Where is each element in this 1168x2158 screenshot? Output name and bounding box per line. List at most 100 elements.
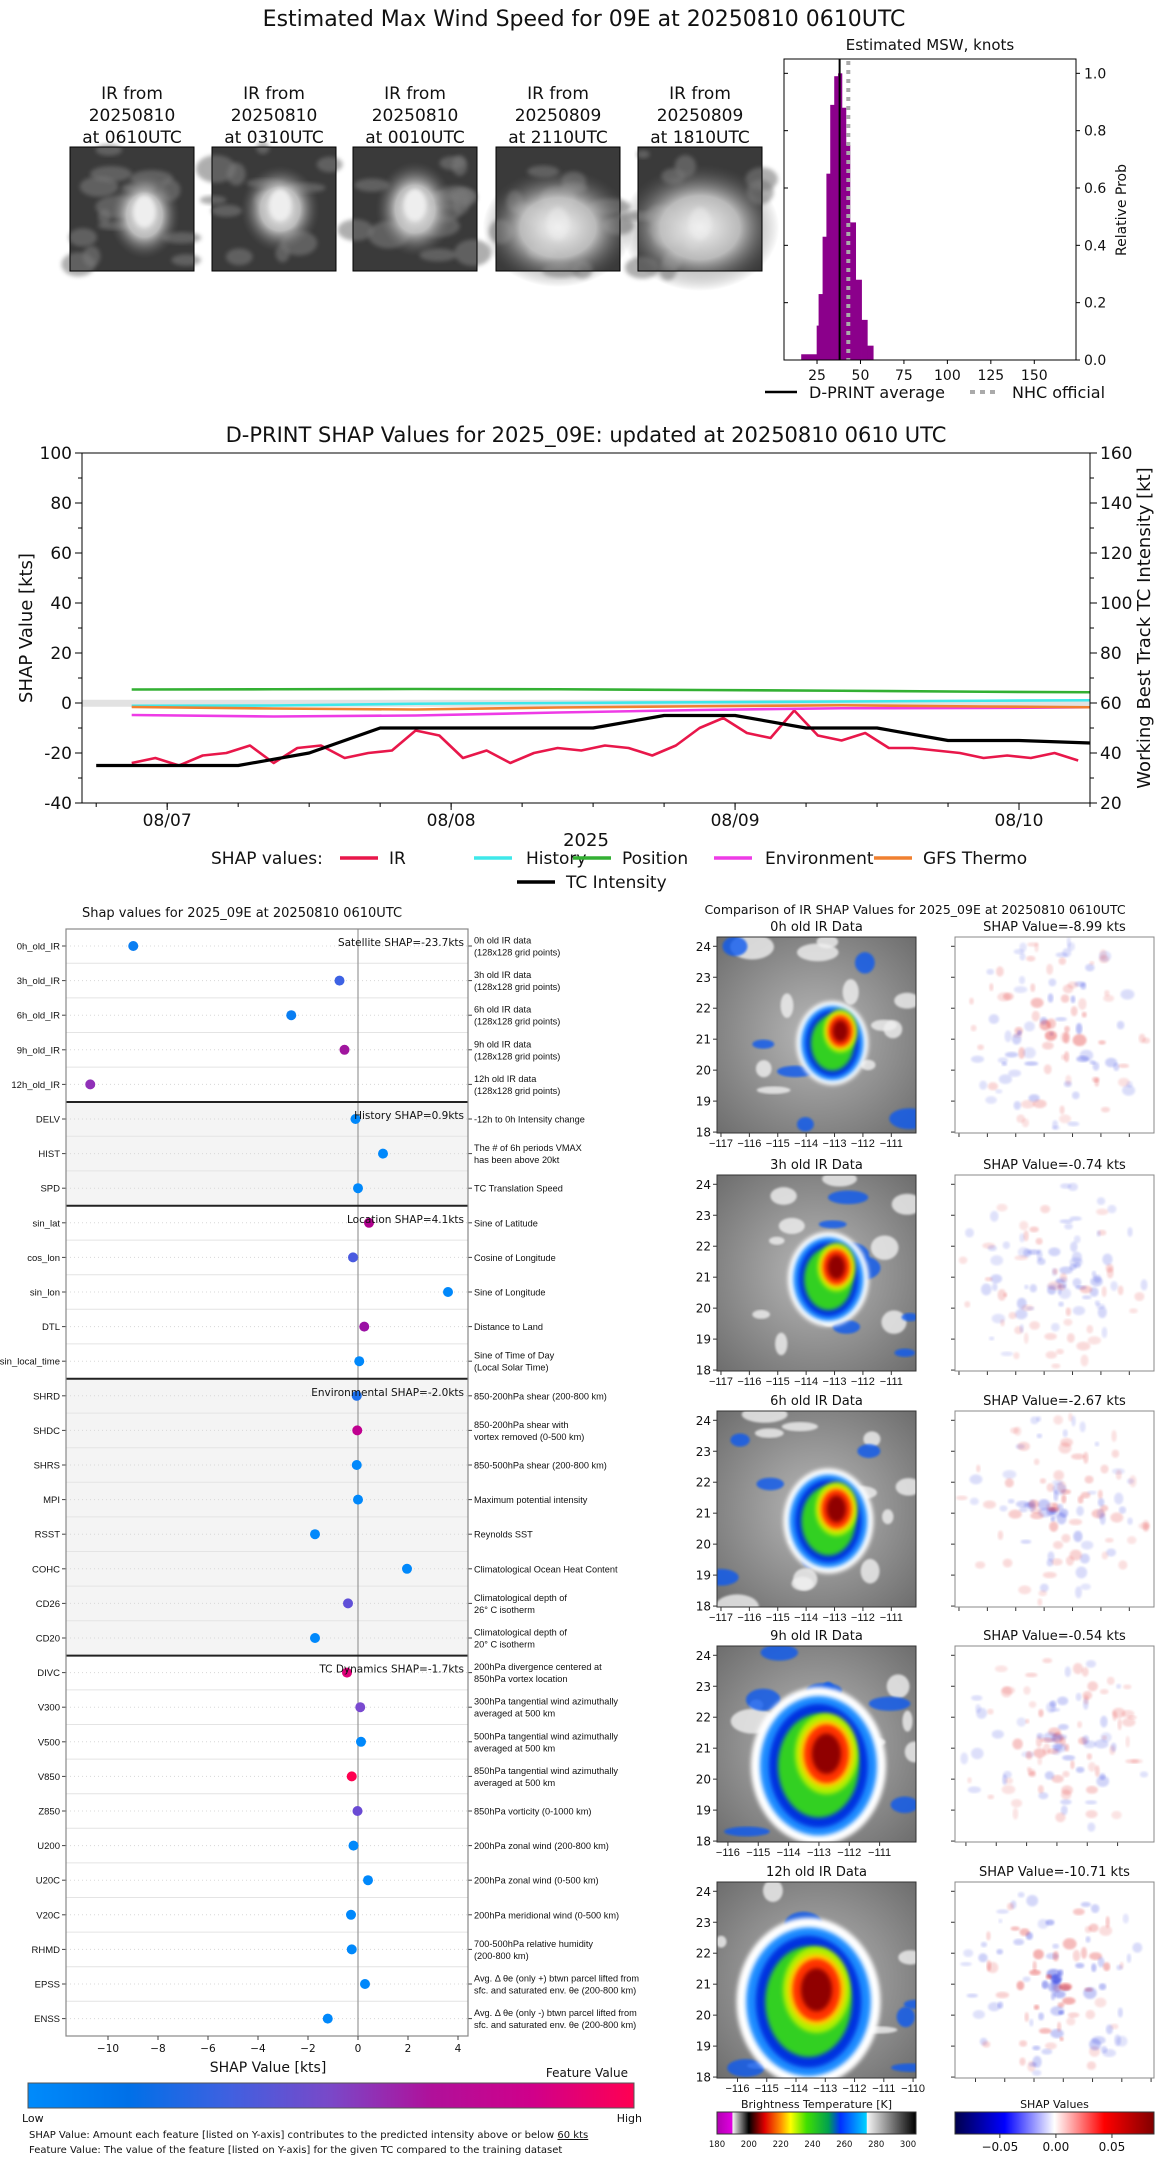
shap-blob [1053,1415,1063,1425]
shap-blob [1099,1688,1109,1695]
shap-blob [1061,1785,1073,1795]
y-tick-label: -40 [44,794,72,814]
bt-colorbar [716,2111,917,2135]
lon-tick-label: −116 [737,1138,761,1150]
shap-blob [1103,994,1115,1002]
cloud-fragment [895,1478,916,1496]
feature-description: 3h old IR data [474,970,532,980]
thumbnail-caption: IR from [669,84,731,104]
shap-blob [997,1289,1007,1301]
shap-blob [1038,2027,1052,2034]
shap-blob [1025,1751,1033,1760]
shap-blob [1004,1030,1012,1043]
thumbnail-caption: 20250810 [372,106,459,126]
shap-blob [1097,1497,1105,1507]
shap-timeseries: D-PRINT SHAP Values for 2025_09E: update… [16,423,1155,893]
shap-blob [1139,1771,1149,1778]
feature-label: DIVC [37,1668,60,1679]
shap-blob [1087,1336,1101,1345]
shap-blob [1043,1064,1052,1075]
feature-description: Reynolds SST [474,1530,533,1540]
cloud-fragment [796,1117,814,1132]
shap-blob [1116,1020,1125,1030]
feature-shap-dot [85,1079,96,1090]
feature-description: averaged at 500 km [474,1778,556,1788]
shap-blob [1104,1537,1114,1543]
shap-blob [1122,1085,1136,1096]
shap-blob [988,1014,1000,1024]
shap-blob [1030,1512,1044,1520]
ir-contour [832,1020,849,1042]
histogram-bar [834,76,839,360]
bt-colorbar-label: Brightness Temperature [K] [741,2098,892,2111]
shap-blob [1099,1512,1106,1525]
shap-blob [1059,2036,1064,2042]
cloud-texture [195,155,236,183]
shap-blob [1037,1598,1043,1606]
lon-tick-label: −112 [851,1376,875,1388]
shap-blob [1086,1324,1094,1334]
shap-blob [1105,2024,1113,2035]
ir-image [717,1882,916,2078]
shap-blob [1102,1253,1113,1266]
shap-blob [1076,1341,1091,1351]
shap-blob [1066,937,1071,949]
shap-blob [1038,2012,1044,2021]
shap-blob [1081,1540,1094,1550]
cloud-fragment [756,1086,791,1094]
shap-blob [1002,1241,1011,1249]
feature-shap-dot [348,1252,358,1263]
shap-blob [970,1024,977,1032]
shap-blob [1046,1483,1055,1492]
ir-comparison: Comparison of IR SHAP Values for 2025_09… [696,902,1155,2154]
shap-blob [1085,2009,1096,2020]
shap-blob [1090,1276,1103,1287]
lat-tick-label: 18 [696,1126,711,1140]
shap-blob [1072,1662,1083,1675]
shap-blob [986,968,995,975]
shap-blob [1075,1962,1085,1969]
feature-description: Maximum potential intensity [474,1495,588,1505]
y-tick-label: 1.0 [1084,66,1106,82]
shap-blob [1032,2069,1042,2076]
cloud-fragment [891,1193,916,1215]
shap-blob [997,2001,1004,2009]
shap-blob [987,1082,999,1091]
shap-blob [1074,1262,1081,1269]
shap-blob [1017,1892,1025,1898]
feature-description: 200hPa divergence centered at [474,1662,602,1672]
shap-blob [996,966,1004,977]
feature-shap-dot [339,1044,350,1055]
shap-blob [1081,1011,1087,1018]
feature-description: 9h old IR data [474,1039,532,1049]
feature-description: 850hPa vorticity (0-1000 km) [474,1807,591,1817]
cloud-fragment [889,1108,916,1130]
lat-tick-label: 23 [696,1680,711,1694]
ir-panel-frame [716,1645,917,1843]
feature-label: Z850 [38,1807,60,1818]
shap-blob [1051,1363,1061,1369]
shap-blob [1080,1354,1089,1367]
shap-blob [1070,1241,1078,1253]
lon-tick-label: −117 [709,1376,733,1388]
lat-tick-label: 22 [696,1002,711,1016]
shap-blob [1101,1551,1109,1560]
shap-blob [1033,1748,1046,1758]
shap-blob [1036,1249,1043,1261]
shap-blob [1022,1976,1031,1982]
shap-blob [1021,1304,1034,1312]
shap-blob [1052,1951,1059,1962]
feature-description: TC Translation Speed [474,1184,563,1194]
thumbnail-caption: at 0010UTC [365,128,464,148]
shap-blob [1071,1251,1083,1264]
group-shap-annotation: TC Dynamics SHAP=-1.7kts [318,1664,464,1676]
feature-label: EPSS [35,1980,60,1991]
shap-blob [1117,1285,1124,1296]
cloud-fragment [891,2063,916,2072]
feature-label: U20C [36,1876,60,1887]
feature-description: 850hPa tangential wind azimuthally [474,1766,618,1776]
lon-tick-label: −115 [766,1612,790,1624]
shap-blob [1083,1451,1089,1464]
shap-blob [1089,1952,1102,1961]
group-shap-annotation: Satellite SHAP=-23.7kts [338,937,464,949]
